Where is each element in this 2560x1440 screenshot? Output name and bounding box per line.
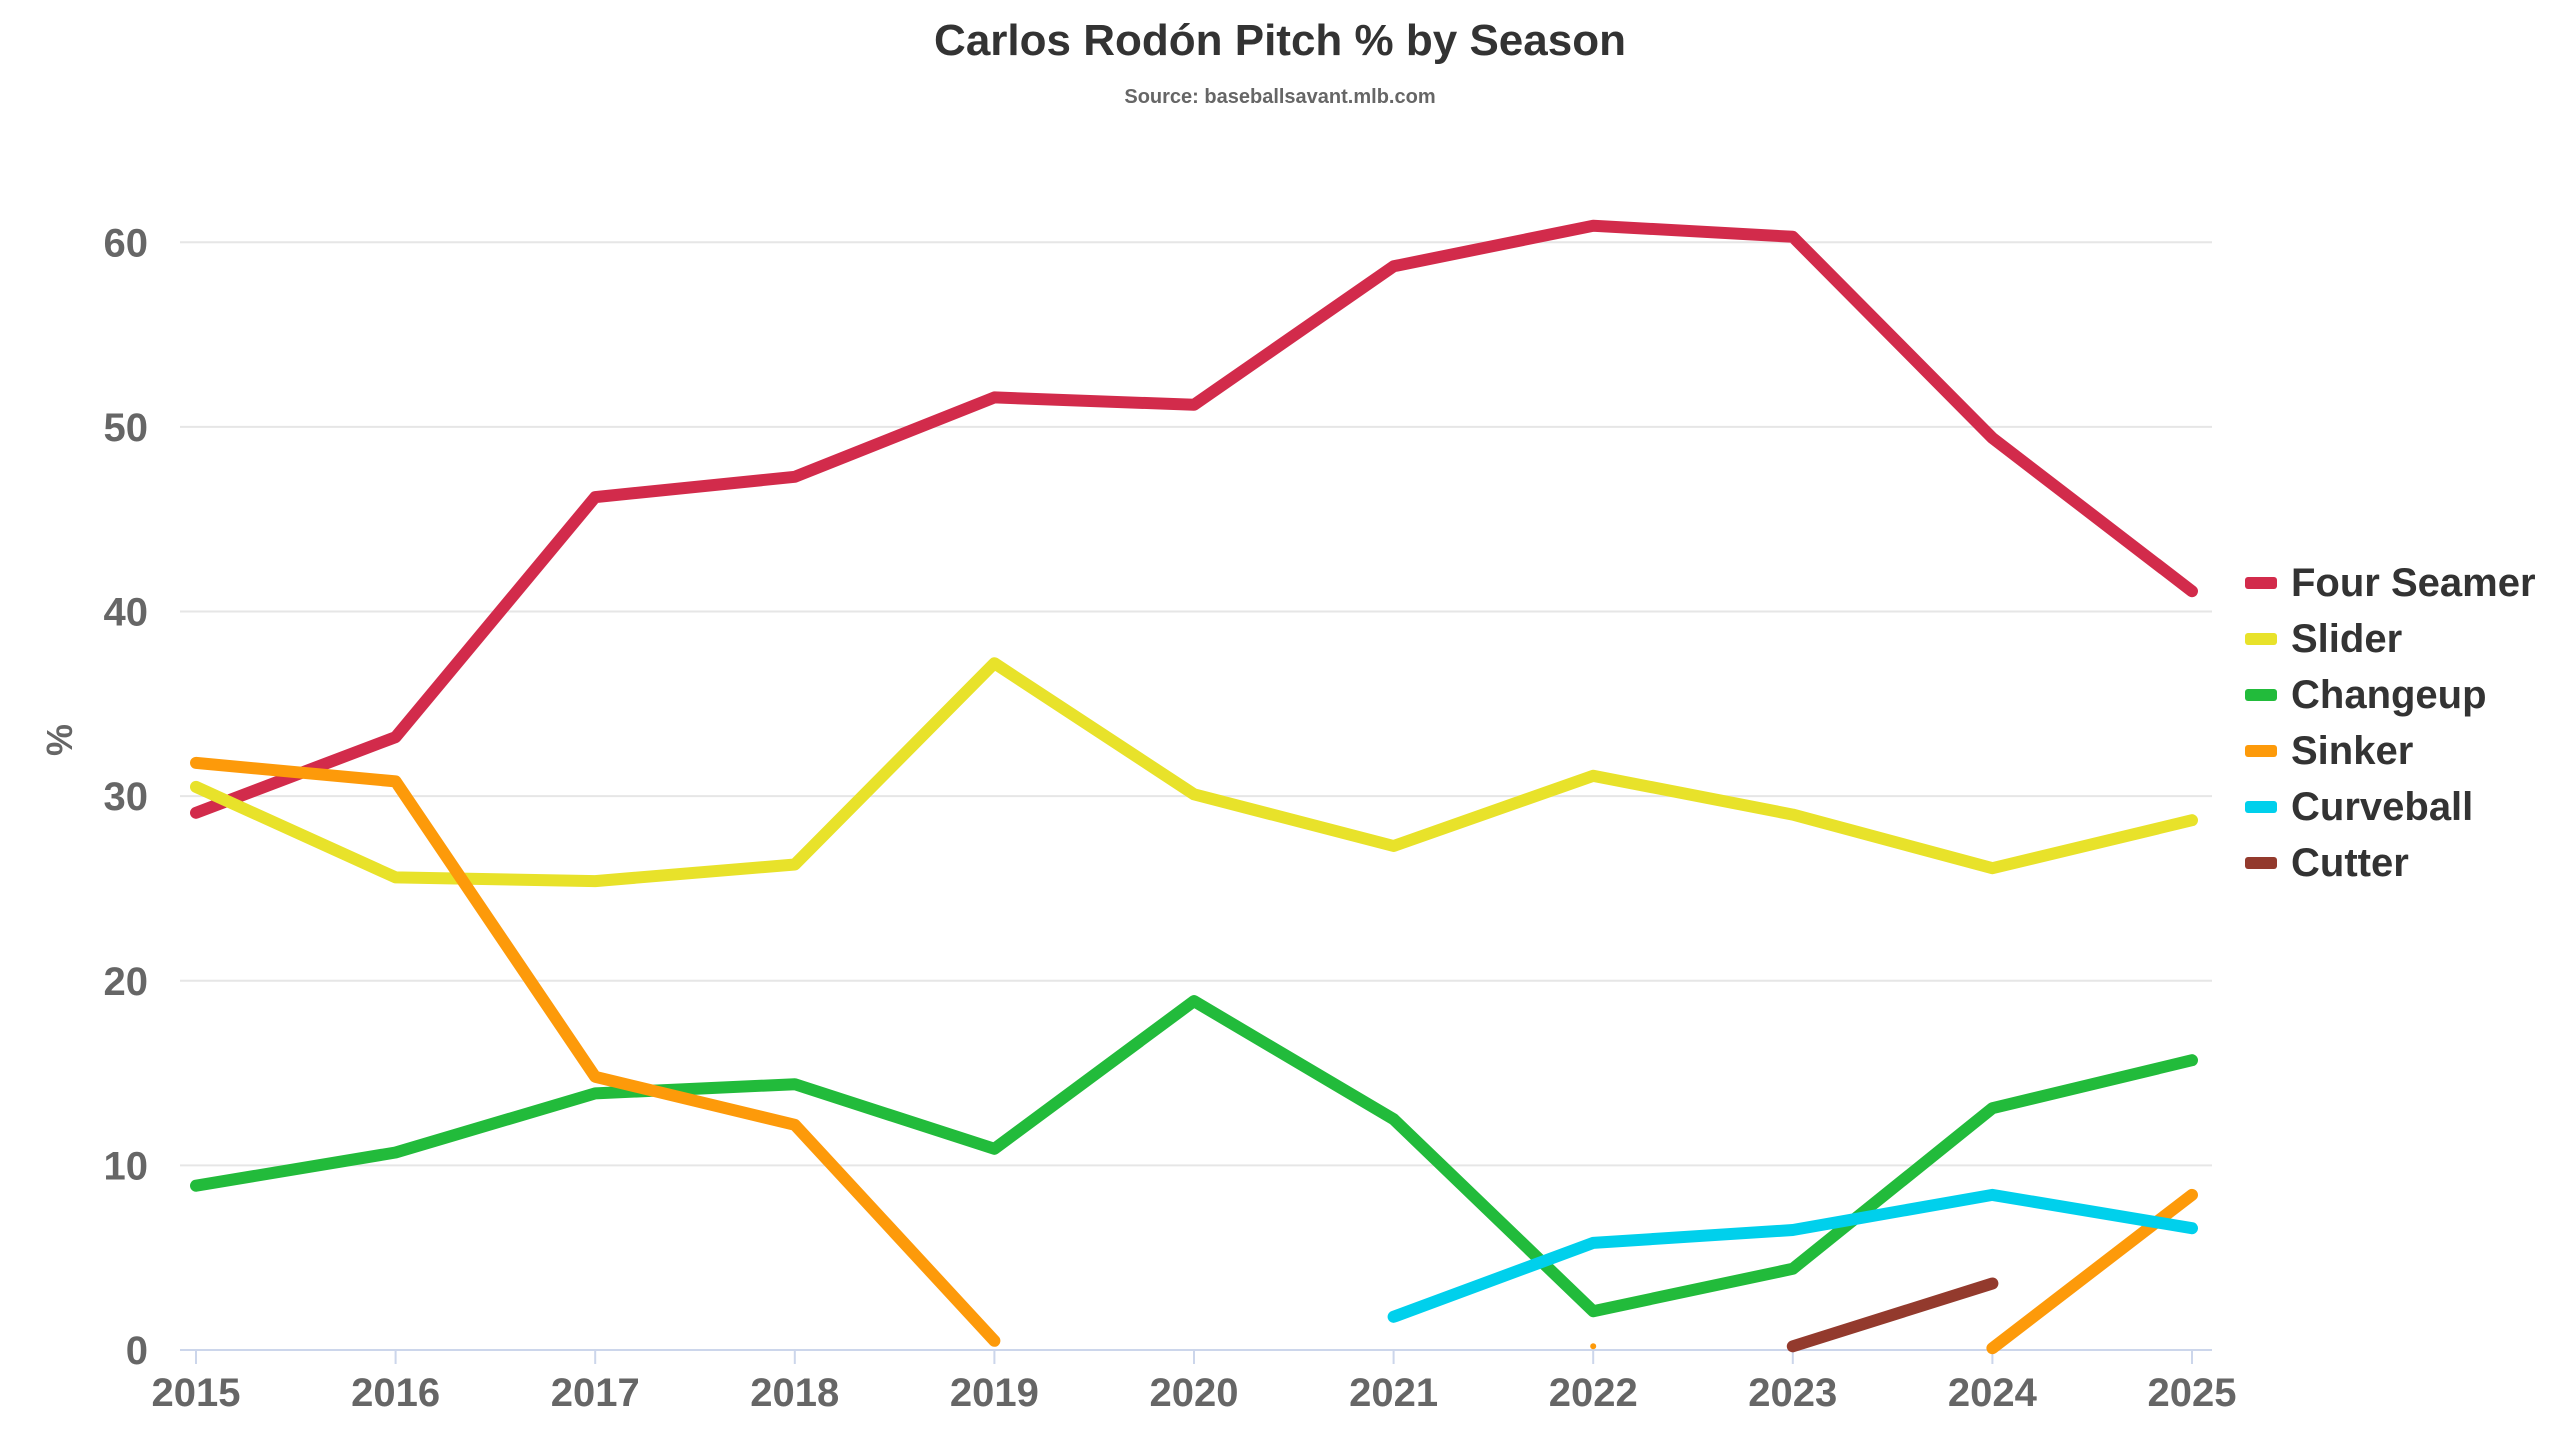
legend-item-slider[interactable]: Slider — [2245, 611, 2536, 667]
legend-swatch — [2245, 801, 2277, 813]
y-tick-label: 10 — [104, 1144, 149, 1188]
legend-label: Changeup — [2291, 672, 2487, 717]
series-changeup — [190, 995, 2198, 1318]
series-cutter — [1786, 1277, 1999, 1353]
legend-swatch — [2245, 857, 2277, 869]
legend-label: Cutter — [2291, 840, 2409, 885]
legend-swatch — [2245, 577, 2277, 589]
grid-lines — [180, 241, 2212, 1167]
y-tick-label: 60 — [104, 221, 149, 265]
series-line — [1387, 1188, 2198, 1323]
x-tick-label: 2022 — [1549, 1371, 1638, 1415]
series-line — [1786, 1277, 1999, 1353]
series-curveball — [1387, 1188, 2198, 1323]
x-tick-label: 2020 — [1150, 1371, 1239, 1415]
legend-swatch — [2245, 689, 2277, 701]
y-tick-label: 0 — [126, 1329, 148, 1373]
series-slider — [190, 657, 2198, 888]
x-tick-label: 2018 — [750, 1371, 839, 1415]
legend-label: Sinker — [2291, 728, 2414, 773]
chart-title: Carlos Rodón Pitch % by Season — [934, 16, 1626, 65]
legend-item-curveball[interactable]: Curveball — [2245, 779, 2536, 835]
x-tick-label: 2021 — [1349, 1371, 1438, 1415]
series-sinker — [190, 756, 2198, 1355]
x-tick-label: 2025 — [2148, 1371, 2237, 1415]
x-tick-label: 2017 — [551, 1371, 640, 1415]
legend-swatch — [2245, 745, 2277, 757]
series-line — [190, 995, 2198, 1318]
x-tick-label: 2019 — [950, 1371, 1039, 1415]
legend-label: Slider — [2291, 616, 2403, 661]
axes: 0 10 20 30 40 50 60 2015 2016 2017 2018 2019 2020 202… — [104, 221, 2237, 1415]
legend: Four Seamer Slider Changeup Sinker Curveball… — [2245, 555, 2536, 891]
series-line — [190, 756, 1001, 1347]
legend-item-four-seamer[interactable]: Four Seamer — [2245, 555, 2536, 611]
legend-item-sinker[interactable]: Sinker — [2245, 723, 2536, 779]
chart-subtitle: Source: baseballsavant.mlb.com — [1124, 86, 1436, 108]
y-tick-label: 40 — [104, 591, 149, 635]
x-tick-label: 2023 — [1748, 1371, 1837, 1415]
series-point — [1590, 1343, 1597, 1350]
series-line — [190, 219, 2198, 819]
legend-item-cutter[interactable]: Cutter — [2245, 835, 2536, 891]
series-four-seamer — [190, 219, 2198, 819]
series-line — [190, 657, 2198, 888]
x-tick-label: 2016 — [351, 1371, 440, 1415]
y-axis-label: % — [39, 724, 80, 756]
legend-item-changeup[interactable]: Changeup — [2245, 667, 2536, 723]
x-tick-label: 2015 — [152, 1371, 241, 1415]
y-tick-label: 20 — [104, 960, 149, 1004]
y-tick-label: 30 — [104, 775, 149, 819]
series-lines — [190, 219, 2198, 1355]
legend-label: Curveball — [2291, 784, 2474, 829]
y-tick-label: 50 — [104, 406, 149, 450]
legend-swatch — [2245, 633, 2277, 645]
legend-label: Four Seamer — [2291, 560, 2536, 605]
x-tick-label: 2024 — [1948, 1371, 2038, 1415]
